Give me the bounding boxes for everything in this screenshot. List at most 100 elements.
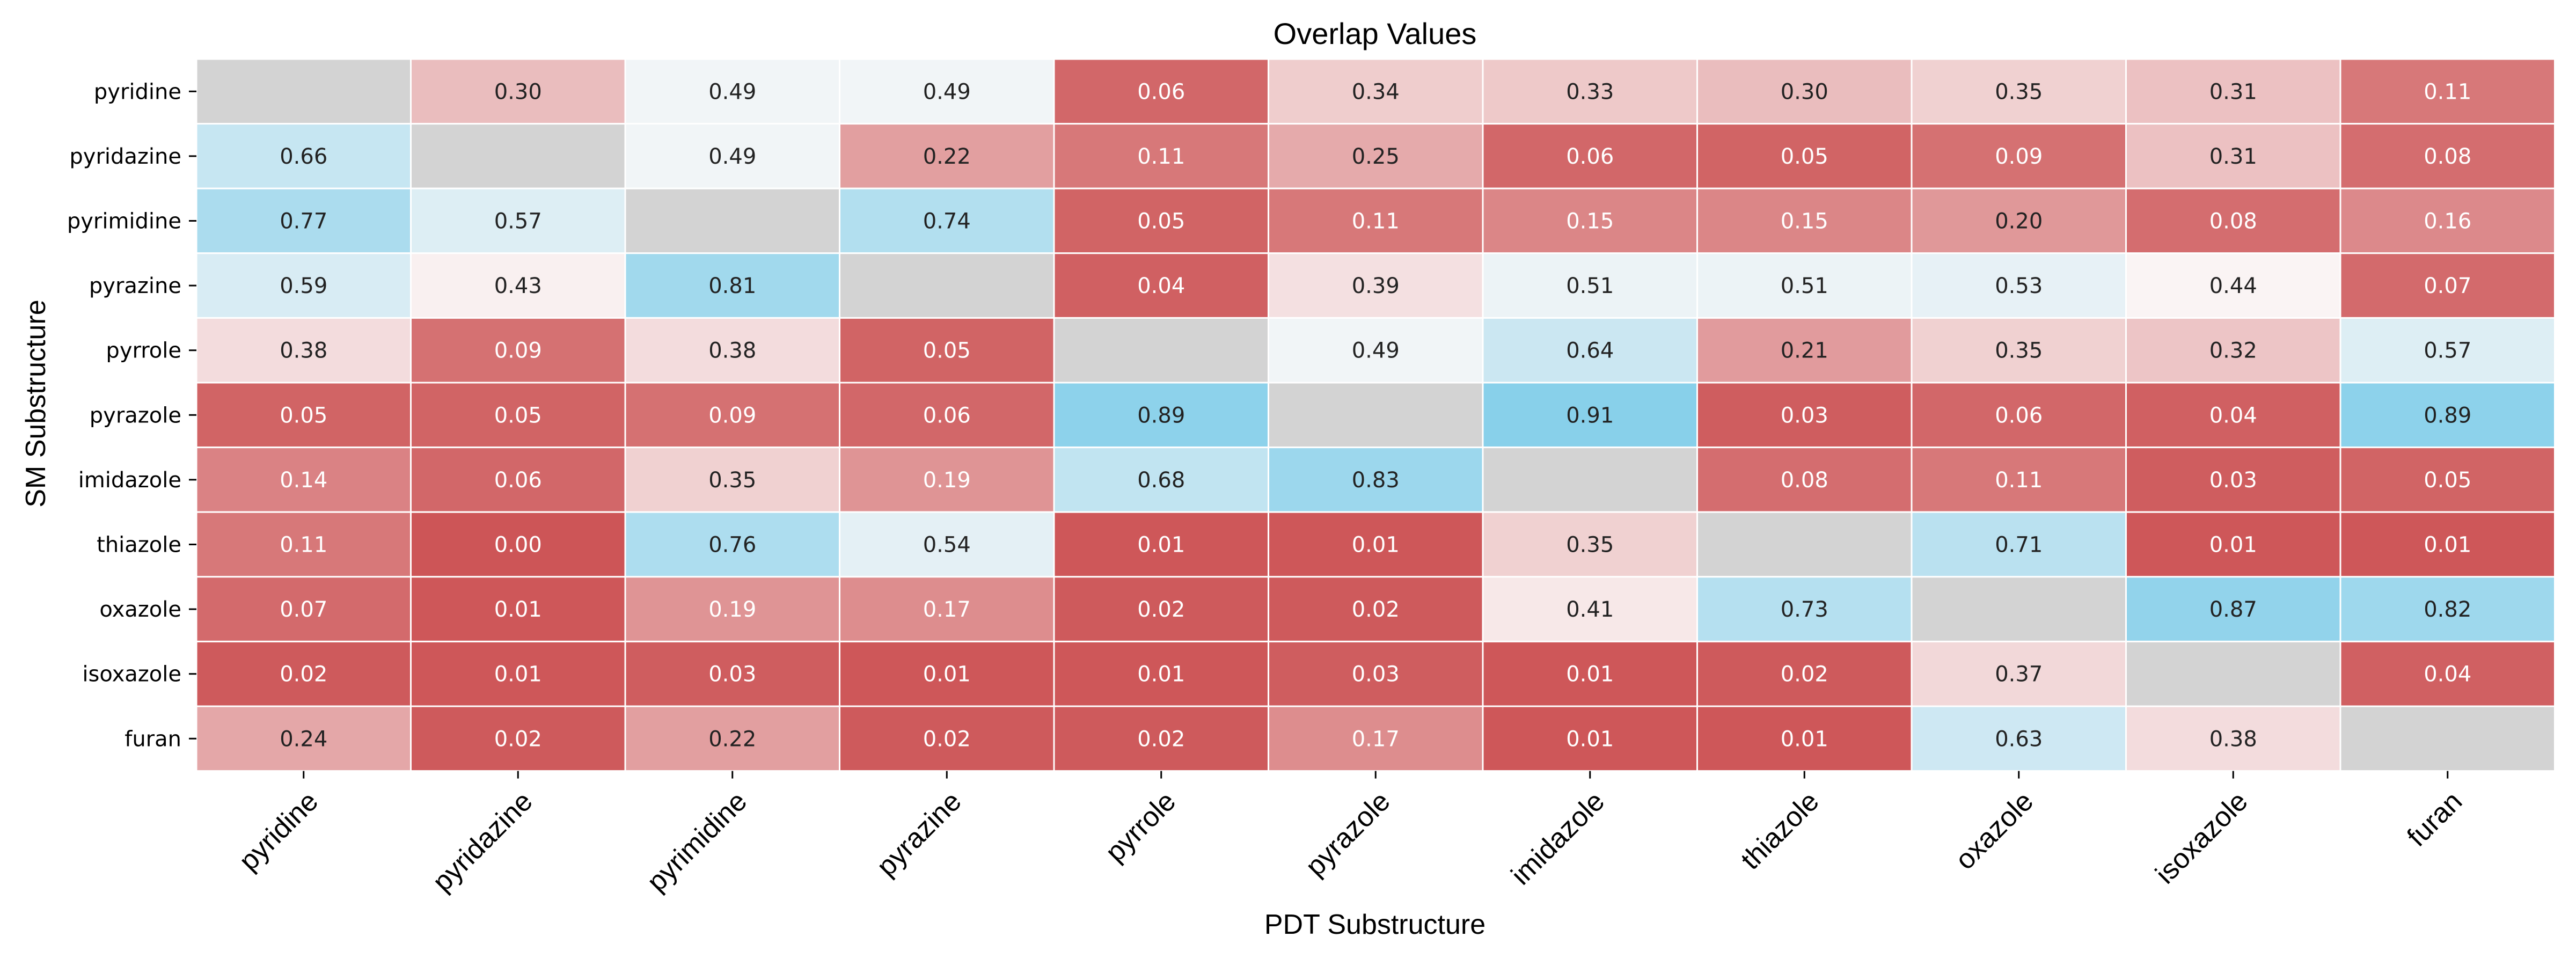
heatmap-cell-pyrazine-thiazole — [1696, 252, 1913, 319]
cell-value-label: 0.89 — [2424, 403, 2471, 428]
cell-value-label: 0.06 — [494, 468, 542, 493]
heatmap-cell-furan-pyrrole — [1053, 705, 1269, 772]
cell-value-label: 0.05 — [280, 403, 327, 428]
y-tick-label-oxazole: oxazole — [99, 597, 181, 622]
x-tick-label-pyrazole: pyrazole — [1300, 786, 1396, 882]
heatmap-cell-isoxazole-furan — [2339, 640, 2556, 707]
cell-value-label: 0.06 — [1995, 403, 2043, 428]
heatmap-cell-pyrrole-imidazole — [1482, 317, 1698, 384]
heatmap-cell-pyrimidine-pyridine — [195, 187, 412, 254]
cell-value-label: 0.11 — [1137, 144, 1185, 169]
cell-value-label: 0.25 — [1352, 144, 1400, 169]
cell-value-label: 0.38 — [280, 339, 327, 363]
cell-value-label: 0.02 — [1137, 597, 1185, 622]
y-tick-label-pyrrole: pyrrole — [106, 339, 181, 363]
y-axis-ticks: pyridine pyridazine pyrimidine pyrazine pyrr… — [67, 79, 196, 751]
heatmap-cell-pyridazine-imidazole — [1482, 123, 1698, 189]
cell-value-label: 0.11 — [2424, 79, 2471, 104]
heatmap-cell-isoxazole-pyridine — [195, 640, 412, 707]
heatmap-cell-oxazole-thiazole — [1696, 576, 1913, 642]
cell-value-label: 0.71 — [1995, 533, 2043, 558]
cell-value-label: 0.74 — [923, 209, 971, 234]
heatmap-cell-isoxazole-pyrrole — [1053, 640, 1269, 707]
y-tick-label-furan: furan — [125, 727, 181, 751]
heatmap-cell-pyrrole-pyrimidine — [624, 317, 840, 384]
cell-value-label: 0.49 — [708, 144, 756, 169]
heatmap-cell-pyrazole-pyrazine — [839, 382, 1055, 449]
heatmap-cell-pyridazine-pyrrole — [1053, 123, 1269, 189]
cell-value-label: 0.38 — [2209, 727, 2257, 751]
heatmap-cell-pyrazine-pyridine — [195, 252, 412, 319]
heatmap-cell-pyrazole-pyrrole — [1053, 382, 1269, 449]
cell-value-label: 0.16 — [2424, 209, 2471, 234]
cell-value-label: 0.17 — [923, 597, 971, 622]
cell-value-label: 0.59 — [280, 274, 327, 298]
heatmap-cell-pyrimidine-isoxazole — [2125, 187, 2341, 254]
cell-value-label: 0.05 — [2424, 468, 2471, 493]
heatmap-cell-thiazole-pyrazine — [839, 511, 1055, 578]
cell-value-label: 0.30 — [494, 79, 542, 104]
heatmap-cell-pyrrole-pyrrole — [1053, 317, 1269, 384]
cell-value-label: 0.01 — [1352, 533, 1400, 558]
cell-value-label: 0.02 — [1137, 727, 1185, 751]
cell-value-label: 0.81 — [708, 274, 756, 298]
cell-value-label: 0.06 — [923, 403, 971, 428]
cell-value-label: 0.35 — [1995, 79, 2043, 104]
cell-value-label: 0.19 — [708, 597, 756, 622]
cell-value-label: 0.06 — [1566, 144, 1614, 169]
cell-value-label: 0.14 — [280, 468, 327, 493]
cell-value-label: 0.01 — [494, 597, 542, 622]
heatmap-cell-furan-furan — [2339, 705, 2556, 772]
cell-value-label: 0.77 — [280, 209, 327, 234]
heatmap-cell-imidazole-pyrazole — [1268, 447, 1484, 513]
cell-value-label: 0.11 — [1995, 468, 2043, 493]
cell-value-label: 0.01 — [1137, 662, 1185, 687]
heatmap-cell-pyridine-oxazole — [1911, 58, 2127, 125]
heatmap-cell-pyridazine-isoxazole — [2125, 123, 2341, 189]
x-tick-label-isoxazole: isoxazole — [2149, 786, 2253, 890]
heatmap-cell-pyridazine-pyridazine — [410, 123, 626, 189]
heatmap-cell-pyrrole-isoxazole — [2125, 317, 2341, 384]
x-tick-label-furan: furan — [2401, 786, 2468, 853]
cell-value-label: 0.83 — [1352, 468, 1400, 493]
cell-value-label: 0.64 — [1566, 339, 1614, 363]
cell-value-label: 0.31 — [2209, 79, 2257, 104]
x-tick-label-thiazole: thiazole — [1735, 786, 1825, 876]
cell-value-label: 0.41 — [1566, 597, 1614, 622]
cell-value-label: 0.33 — [1566, 79, 1614, 104]
cell-value-label: 0.63 — [1995, 727, 2043, 751]
cell-value-label: 0.09 — [1995, 144, 2043, 169]
cell-value-label: 0.87 — [2209, 597, 2257, 622]
heatmap-cell-pyrimidine-oxazole — [1911, 187, 2127, 254]
heatmap-cell-thiazole-pyrimidine — [624, 511, 840, 578]
cell-value-label: 0.04 — [2424, 662, 2471, 687]
heatmap-cell-furan-pyrimidine — [624, 705, 840, 772]
heatmap-cell-pyrazole-pyrimidine — [624, 382, 840, 449]
heatmap-cell-imidazole-thiazole — [1696, 447, 1913, 513]
cell-value-label: 0.68 — [1137, 468, 1185, 493]
heatmap-cells: 0.30 0.49 0.49 0.06 0.34 0.33 0.30 0.35 0.31 0.11… — [195, 58, 2556, 772]
cell-value-label: 0.19 — [923, 468, 971, 493]
heatmap-cell-isoxazole-pyrazole — [1268, 640, 1484, 707]
cell-value-label: 0.91 — [1566, 403, 1614, 428]
heatmap-cell-oxazole-isoxazole — [2125, 576, 2341, 642]
cell-value-label: 0.05 — [494, 403, 542, 428]
heatmap-cell-pyridazine-furan — [2339, 123, 2556, 189]
y-tick-label-pyrazole: pyrazole — [90, 403, 181, 428]
heatmap-cell-oxazole-imidazole — [1482, 576, 1698, 642]
cell-value-label: 0.11 — [1352, 209, 1400, 234]
heatmap-cell-pyrimidine-pyrazole — [1268, 187, 1484, 254]
heatmap-cell-isoxazole-thiazole — [1696, 640, 1913, 707]
cell-value-label: 0.08 — [1781, 468, 1828, 493]
cell-value-label: 0.17 — [1352, 727, 1400, 751]
cell-value-label: 0.43 — [494, 274, 542, 298]
y-tick-label-isoxazole: isoxazole — [82, 662, 181, 687]
cell-value-label: 0.39 — [1352, 274, 1400, 298]
x-tick-label-pyrrole: pyrrole — [1100, 786, 1182, 868]
heatmap-cell-imidazole-pyrazine — [839, 447, 1055, 513]
cell-value-label: 0.51 — [1781, 274, 1828, 298]
heatmap-cell-thiazole-isoxazole — [2125, 511, 2341, 578]
cell-value-label: 0.35 — [1566, 533, 1614, 558]
cell-value-label: 0.49 — [1352, 339, 1400, 363]
